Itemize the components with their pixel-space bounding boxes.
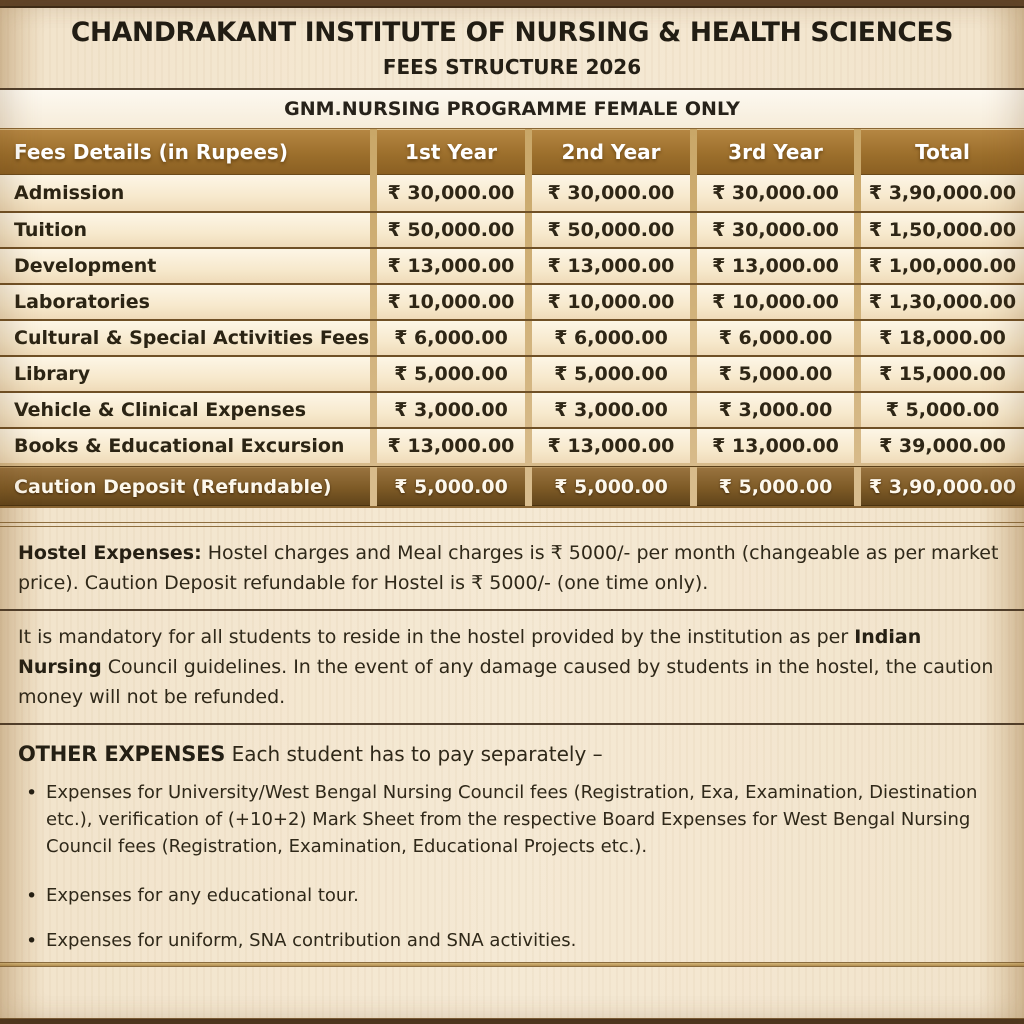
other-expenses-subtext: Each student has to pay separately – — [225, 742, 603, 767]
row-label: Library — [0, 357, 370, 391]
cell-value: ₹ 5,000.00 — [861, 393, 1024, 427]
cell-value: ₹ 3,90,000.00 — [861, 175, 1024, 211]
cell-value: ₹ 13,000.00 — [377, 249, 525, 283]
hostel-mandatory-note: It is mandatory for all students to resi… — [0, 611, 1024, 723]
list-item: Expenses for any educational tour. — [24, 882, 1004, 911]
cell-value: ₹ 30,000.00 — [532, 175, 690, 211]
fees-structure-title: FEES STRUCTURE 2026 — [382, 55, 642, 79]
list-item: Expenses for uniform, SNA contribution a… — [24, 927, 1004, 956]
cell-value: ₹ 10,000.00 — [532, 285, 690, 319]
cell-value: ₹ 6,000.00 — [697, 321, 854, 355]
row-label: Cultural & Special Activities Fees — [0, 321, 370, 355]
cell-value: ₹ 30,000.00 — [377, 175, 525, 211]
cell-value: ₹ 10,000.00 — [697, 285, 854, 319]
hostel-expenses-text: Hostel charges and Meal charges is ₹ 500… — [18, 542, 999, 595]
cell-value: ₹ 5,000.00 — [532, 467, 690, 506]
section-divider-double — [0, 522, 1024, 527]
table-row: Library ₹ 5,000.00 ₹ 5,000.00 ₹ 5,000.00… — [0, 355, 1024, 391]
cell-value: ₹ 13,000.00 — [532, 249, 690, 283]
mandatory-text-post: Council guidelines. In the event of any … — [18, 656, 994, 709]
section-divider — [0, 723, 1024, 726]
cell-value: ₹ 18,000.00 — [861, 321, 1024, 355]
cell-value: ₹ 5,000.00 — [532, 357, 690, 391]
cell-value: ₹ 13,000.00 — [697, 249, 854, 283]
mandatory-text-pre: It is mandatory for all students to resi… — [18, 626, 855, 649]
list-item: Expenses for University/West Bengal Nurs… — [24, 779, 1004, 860]
cell-value: ₹ 3,90,000.00 — [861, 467, 1024, 506]
row-label: Development — [0, 249, 370, 283]
other-expenses-label: OTHER EXPENSES — [18, 742, 226, 767]
cell-value: ₹ 30,000.00 — [697, 175, 854, 211]
col-header-total: Total — [861, 129, 1024, 175]
cell-value: ₹ 3,000.00 — [532, 393, 690, 427]
cell-value: ₹ 1,50,000.00 — [861, 213, 1024, 247]
cell-value: ₹ 50,000.00 — [377, 213, 525, 247]
bottom-gold-divider — [0, 962, 1024, 967]
hostel-expenses-label: Hostel Expenses: — [18, 542, 202, 564]
cell-value: ₹ 15,000.00 — [861, 357, 1024, 391]
col-header-1st-year: 1st Year — [377, 129, 525, 175]
cell-value: ₹ 1,30,000.00 — [861, 285, 1024, 319]
cell-value: ₹ 39,000.00 — [861, 429, 1024, 463]
document-header: CHANDRAKANT INSTITUTE OF NURSING & HEALT… — [0, 8, 1024, 79]
hostel-expenses-note: Hostel Expenses: Hostel charges and Meal… — [0, 527, 1024, 609]
other-expenses-list: Expenses for University/West Bengal Nurs… — [0, 766, 1024, 956]
table-row: Admission ₹ 30,000.00 ₹ 30,000.00 ₹ 30,0… — [0, 175, 1024, 211]
cell-value: ₹ 5,000.00 — [697, 357, 854, 391]
header-divider — [0, 88, 1024, 90]
table-row: Tuition ₹ 50,000.00 ₹ 50,000.00 ₹ 30,000… — [0, 211, 1024, 247]
row-label: Caution Deposit (Refundable) — [0, 467, 370, 506]
table-row: Vehicle & Clinical Expenses ₹ 3,000.00 ₹… — [0, 391, 1024, 427]
cell-value: ₹ 5,000.00 — [697, 467, 854, 506]
row-label: Laboratories — [0, 285, 370, 319]
cell-value: ₹ 1,00,000.00 — [861, 249, 1024, 283]
cell-value: ₹ 13,000.00 — [377, 429, 525, 463]
programme-title: GNM.NURSING PROGRAMME FEMALE ONLY — [284, 98, 740, 120]
cell-value: ₹ 3,000.00 — [697, 393, 854, 427]
cell-value: ₹ 50,000.00 — [532, 213, 690, 247]
cell-value: ₹ 3,000.00 — [377, 393, 525, 427]
institute-title: CHANDRAKANT INSTITUTE OF NURSING & HEALT… — [70, 17, 954, 48]
cell-value: ₹ 5,000.00 — [377, 357, 525, 391]
other-expenses-heading: OTHER EXPENSES Each student has to pay s… — [0, 725, 1024, 766]
caution-deposit-row: Caution Deposit (Refundable) ₹ 5,000.00 … — [0, 466, 1024, 506]
row-label: Books & Educational Excursion — [0, 429, 370, 463]
bottom-border-bar — [0, 1018, 1024, 1024]
cell-value: ₹ 10,000.00 — [377, 285, 525, 319]
row-label: Tuition — [0, 213, 370, 247]
top-border-bar — [0, 0, 1024, 8]
col-header-3rd-year: 3rd Year — [697, 129, 854, 175]
cell-value: ₹ 13,000.00 — [532, 429, 690, 463]
fees-table: Fees Details (in Rupees) 1st Year 2nd Ye… — [0, 128, 1024, 508]
cell-value: ₹ 6,000.00 — [377, 321, 525, 355]
cell-value: ₹ 6,000.00 — [532, 321, 690, 355]
cell-value: ₹ 13,000.00 — [697, 429, 854, 463]
programme-band: GNM.NURSING PROGRAMME FEMALE ONLY — [0, 90, 1024, 128]
col-header-2nd-year: 2nd Year — [532, 129, 690, 175]
row-label: Admission — [0, 175, 370, 211]
cell-value: ₹ 30,000.00 — [697, 213, 854, 247]
table-row: Development ₹ 13,000.00 ₹ 13,000.00 ₹ 13… — [0, 247, 1024, 283]
cell-value: ₹ 5,000.00 — [377, 467, 525, 506]
table-row: Laboratories ₹ 10,000.00 ₹ 10,000.00 ₹ 1… — [0, 283, 1024, 319]
table-row: Books & Educational Excursion ₹ 13,000.0… — [0, 427, 1024, 463]
table-header-row: Fees Details (in Rupees) 1st Year 2nd Ye… — [0, 129, 1024, 175]
section-divider — [0, 609, 1024, 612]
table-row: Cultural & Special Activities Fees ₹ 6,0… — [0, 319, 1024, 355]
col-header-fees-details: Fees Details (in Rupees) — [0, 129, 370, 175]
indian-nursing-label: Indian Nursing — [18, 626, 922, 679]
row-label: Vehicle & Clinical Expenses — [0, 393, 370, 427]
